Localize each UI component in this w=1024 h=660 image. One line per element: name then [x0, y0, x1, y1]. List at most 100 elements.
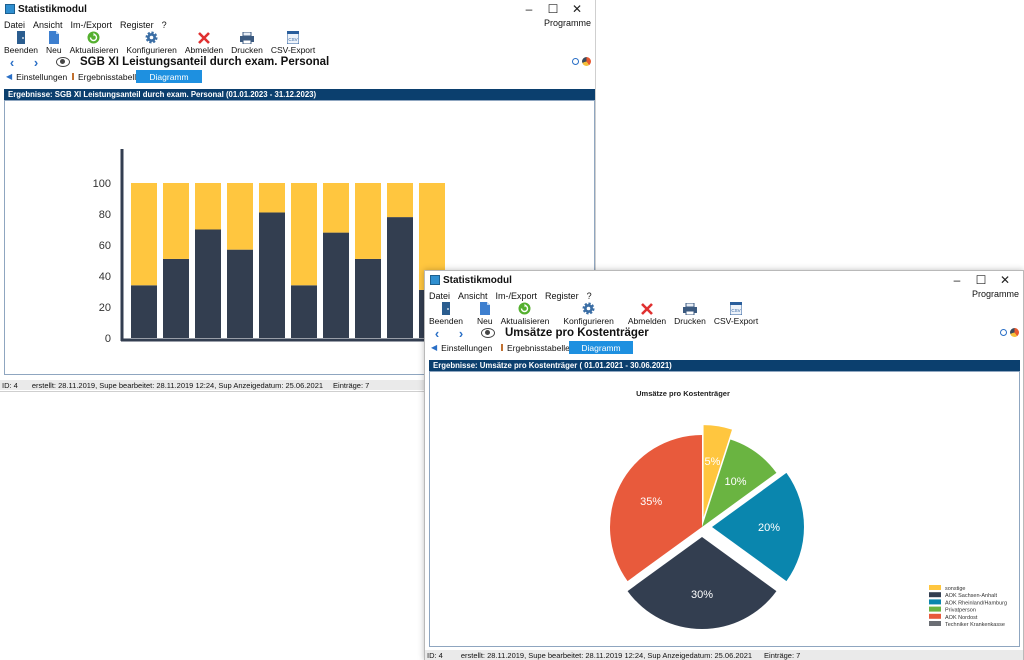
logout-x-icon — [197, 31, 211, 44]
bar-segment-lower — [131, 285, 157, 338]
aktualisieren-label: Aktualisieren — [500, 316, 550, 326]
bar-segment-upper — [131, 183, 157, 286]
tab-diagramm-label: Diagramm — [149, 71, 189, 82]
aktualisieren-button[interactable]: Aktualisieren — [500, 302, 550, 326]
abmelden-label: Abmelden — [184, 45, 224, 55]
printer-icon — [682, 302, 697, 315]
menu-datei[interactable]: Datei — [429, 290, 451, 301]
back-arrow-icon[interactable]: ‹ — [9, 54, 15, 70]
tab-einstellungen[interactable]: ◀ Einstellungen — [425, 341, 495, 354]
y-tick-label: 20 — [99, 302, 111, 314]
legend-swatch — [929, 599, 941, 605]
toolbar: Beenden Neu Aktualisieren Konfigurieren … — [425, 302, 1023, 326]
bar-segment-upper — [355, 183, 381, 259]
tab-einstellungen-label: Einstellungen — [16, 71, 68, 82]
status-bar: ID: 4 erstellt: 28.11.2019, Supe bearbei… — [425, 650, 1023, 660]
konfigurieren-button[interactable]: Konfigurieren — [563, 302, 614, 326]
page-title: Umsätze pro Kostenträger — [505, 327, 649, 339]
chart-title: Umsätze pro Kostenträger — [636, 389, 730, 398]
drucken-label: Drucken — [674, 316, 706, 326]
menu-im-export[interactable]: Im-/Export — [495, 290, 538, 301]
titlebar: Statistikmodul – ☐ ✕ — [425, 271, 1023, 289]
minimize-icon[interactable]: – — [525, 2, 533, 16]
menu-register[interactable]: Register — [120, 19, 154, 30]
eye-icon[interactable] — [56, 57, 70, 67]
search-icon[interactable] — [572, 58, 579, 65]
app-title: Statistikmodul — [18, 3, 87, 15]
neu-label: Neu — [477, 316, 493, 326]
menu-programme[interactable]: Programme — [543, 18, 591, 28]
menu-im-export[interactable]: Im-/Export — [70, 19, 113, 30]
legend-label: Privatperson — [945, 608, 976, 614]
csv-export-button[interactable]: CSV CSV-Export — [271, 31, 315, 55]
app-title: Statistikmodul — [443, 274, 512, 286]
menu-help[interactable]: ? — [586, 290, 592, 301]
aktualisieren-button[interactable]: Aktualisieren — [69, 31, 119, 55]
pie-slice-label: 35% — [640, 496, 662, 508]
drucken-label: Drucken — [231, 45, 263, 55]
forward-arrow-icon[interactable]: › — [33, 54, 39, 70]
pie-slice-label: 5% — [705, 456, 721, 468]
bar-segment-lower — [195, 229, 221, 338]
bar-segment-upper — [227, 183, 253, 250]
window-front: Statistikmodul – ☐ ✕ Datei Ansicht Im-/E… — [424, 270, 1024, 660]
maximize-icon[interactable]: ☐ — [975, 273, 987, 287]
abmelden-button[interactable]: Abmelden — [628, 302, 666, 326]
app-icon — [5, 4, 15, 14]
abmelden-label: Abmelden — [627, 316, 667, 326]
chart-icon[interactable] — [1010, 328, 1019, 337]
table-icon — [72, 73, 74, 80]
beenden-button[interactable]: Beenden — [4, 31, 38, 55]
gear-icon — [582, 302, 596, 315]
status-created: erstellt: 28.11.2019, Supe bearbeitet: 2… — [460, 650, 753, 660]
legend-label: AOK Rheinland/Hamburg — [945, 600, 1007, 606]
y-tick-label: 100 — [93, 178, 111, 190]
tab-ergebnisstabelle[interactable]: Ergebnisstabelle — [495, 341, 570, 354]
pie-slice — [703, 425, 732, 518]
forward-arrow-icon[interactable]: › — [458, 325, 464, 341]
navigation-bar: ‹ › SGB XI Leistungsanteil durch exam. P… — [0, 54, 595, 70]
search-icon[interactable] — [1000, 329, 1007, 336]
csv-file-icon: CSV — [729, 302, 743, 315]
menu-programme[interactable]: Programme — [971, 289, 1019, 299]
tab-einstellungen-label: Einstellungen — [441, 342, 493, 353]
maximize-icon[interactable]: ☐ — [547, 2, 559, 16]
bar-segment-lower — [227, 249, 253, 338]
chart-icon[interactable] — [582, 57, 591, 66]
tab-ergebnisstabelle-label: Ergebnisstabelle — [78, 71, 141, 82]
legend-label: AOK Sachsen-Anhalt — [945, 593, 997, 599]
aktualisieren-label: Aktualisieren — [69, 45, 119, 55]
minimize-icon[interactable]: – — [953, 273, 961, 287]
eye-icon[interactable] — [481, 328, 495, 338]
menu-datei[interactable]: Datei — [4, 19, 26, 30]
page-title: SGB XI Leistungsanteil durch exam. Perso… — [80, 56, 330, 68]
tab-einstellungen[interactable]: ◀ Einstellungen — [0, 70, 68, 83]
back-arrow-icon[interactable]: ‹ — [434, 325, 440, 341]
konfigurieren-button[interactable]: Konfigurieren — [126, 31, 177, 55]
tab-ergebnisstabelle[interactable]: Ergebnisstabelle — [66, 70, 141, 83]
tab-diagramm[interactable]: Diagramm — [569, 341, 633, 354]
menu-ansicht[interactable]: Ansicht — [33, 19, 63, 30]
bar-segment-lower — [355, 258, 381, 338]
close-icon[interactable]: ✕ — [571, 2, 583, 16]
close-icon[interactable]: ✕ — [999, 273, 1011, 287]
tab-diagramm[interactable]: Diagramm — [136, 70, 202, 83]
beenden-button[interactable]: Beenden — [429, 302, 463, 326]
menu-help[interactable]: ? — [161, 19, 167, 30]
refresh-icon — [518, 302, 532, 315]
bar-segment-lower — [323, 232, 349, 338]
menu-register[interactable]: Register — [545, 290, 579, 301]
svg-text:CSV: CSV — [731, 308, 740, 313]
neu-button[interactable]: Neu — [46, 31, 62, 55]
abmelden-button[interactable]: Abmelden — [185, 31, 223, 55]
door-icon — [439, 302, 453, 315]
neu-button[interactable]: Neu — [477, 302, 493, 326]
drucken-button[interactable]: Drucken — [231, 31, 263, 55]
pie-slice — [610, 435, 702, 582]
drucken-button[interactable]: Drucken — [674, 302, 706, 326]
csv-export-button[interactable]: CSV CSV-Export — [714, 302, 758, 326]
bar-segment-upper — [195, 183, 221, 230]
bar-segment-upper — [387, 183, 413, 218]
chevron-left-icon: ◀ — [431, 343, 438, 352]
menu-ansicht[interactable]: Ansicht — [458, 290, 488, 301]
